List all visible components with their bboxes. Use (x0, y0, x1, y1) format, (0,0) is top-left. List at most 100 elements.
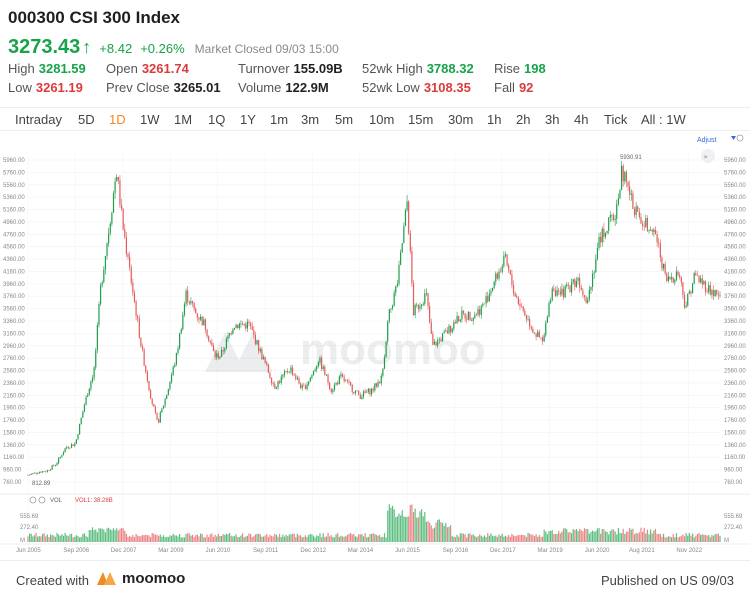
tab-3h[interactable]: 3h (545, 112, 560, 127)
tab-1h[interactable]: 1h (487, 112, 502, 127)
tab-3m[interactable]: 3m (301, 112, 320, 127)
candle-body (498, 271, 500, 279)
candle-body (561, 288, 563, 295)
y-tick-label: 2760.00 (724, 356, 746, 362)
candle-body (154, 406, 157, 413)
settings-icon[interactable] (29, 496, 37, 504)
volume-bar (364, 533, 366, 542)
volume-bar (701, 534, 703, 542)
candle-body (120, 204, 123, 209)
price-chart[interactable]: moomoo 5960.00 5960.00 5760.00 5760.00 5560.… (0, 132, 750, 556)
collapse-arrows-icon[interactable]: » (701, 149, 715, 163)
volume-bar (516, 535, 518, 542)
tab-all-1w[interactable]: All : 1W (641, 112, 686, 127)
y-axis: 5960.00 5960.00 5760.00 5760.00 5560.00 5560.… (3, 158, 746, 486)
candle-body (272, 383, 274, 385)
volume-bar (319, 533, 321, 542)
x-tick-label: Nov 2022 (676, 548, 702, 554)
tab-1d[interactable]: 1D (109, 112, 126, 127)
volume-bar (174, 535, 176, 542)
volume-bar (316, 535, 318, 542)
tab-2h[interactable]: 2h (516, 112, 531, 127)
volume-bar (472, 534, 474, 542)
volume-bar (621, 533, 623, 542)
tab-intraday[interactable]: Intraday (15, 112, 62, 127)
volume-bar (648, 534, 650, 542)
candle-body (220, 349, 223, 358)
volume-bar (191, 534, 194, 542)
eye-icon[interactable] (38, 496, 46, 504)
candle-body (716, 290, 718, 295)
tab-1y[interactable]: 1Y (240, 112, 256, 127)
candle-body (548, 302, 550, 317)
tab-5d[interactable]: 5D (78, 112, 95, 127)
volume-bar (496, 536, 498, 542)
candle-body (570, 282, 573, 292)
tab-30m[interactable]: 30m (448, 112, 474, 127)
candle-body (29, 474, 31, 476)
volume-bar (258, 533, 260, 542)
volume-bar (398, 513, 400, 542)
candle-body (309, 377, 311, 382)
candle-body (696, 274, 699, 276)
candle-body (467, 311, 469, 320)
candle-body (580, 287, 582, 291)
volume-bar (429, 522, 431, 542)
candle-body (237, 324, 239, 329)
candle-body (129, 256, 131, 268)
volume-bar (114, 530, 116, 542)
volume-bar (198, 536, 200, 542)
candle-body (232, 329, 234, 334)
volume-bar (550, 530, 552, 542)
volume-bar (385, 537, 387, 542)
volume-bar (358, 534, 360, 542)
candle-body (304, 385, 307, 390)
volume-bar (72, 537, 74, 542)
candle-body (269, 372, 271, 379)
tab-tick[interactable]: Tick (604, 112, 628, 127)
y-tick-label-left: 2560.00 (3, 369, 25, 375)
volume-bar (504, 535, 507, 542)
volume-bar (501, 533, 503, 542)
tab-15m[interactable]: 15m (408, 112, 434, 127)
volume-bar (387, 510, 389, 542)
volume-bar (703, 534, 705, 542)
candle-body (30, 473, 32, 475)
candle-body (664, 263, 666, 274)
volume-bar (161, 536, 163, 542)
candle-body (62, 452, 65, 456)
tab-4h[interactable]: 4h (574, 112, 589, 127)
candle-body (379, 382, 381, 384)
candle-body (161, 408, 163, 413)
candle-body (454, 322, 457, 324)
moomoo-brand[interactable]: moomoo (96, 569, 185, 587)
stat-turnover: Turnover 155.09B (238, 61, 343, 76)
candle-body (625, 171, 628, 183)
volume-bar (122, 528, 124, 542)
volume-bar (209, 534, 211, 542)
volume-bar (659, 533, 661, 542)
tab-1q[interactable]: 1Q (208, 112, 226, 127)
volume-bar (564, 528, 566, 542)
volume-bar (185, 533, 187, 542)
volume-bar (427, 521, 429, 542)
candle-body (708, 284, 710, 292)
volume-bar (179, 533, 181, 542)
y-tick-label: 3960.00 (724, 282, 746, 288)
tab-10m[interactable]: 10m (369, 112, 395, 127)
volume-bar (98, 528, 100, 542)
candle-body (267, 364, 269, 373)
candle-body (414, 305, 416, 316)
tab-5m[interactable]: 5m (335, 112, 354, 127)
candle-body (124, 229, 126, 238)
adjust-toggle[interactable]: Adjust (697, 137, 717, 144)
volume-bar (149, 537, 152, 542)
tab-1w[interactable]: 1W (140, 112, 160, 127)
volume-bar (298, 535, 300, 542)
tab-1m-month[interactable]: 1M (174, 112, 193, 127)
volume-bar (237, 537, 239, 542)
volume-bar (193, 537, 195, 542)
volume-bar (466, 537, 468, 542)
tab-1m-minute[interactable]: 1m (270, 112, 289, 127)
candle-body (559, 291, 561, 295)
